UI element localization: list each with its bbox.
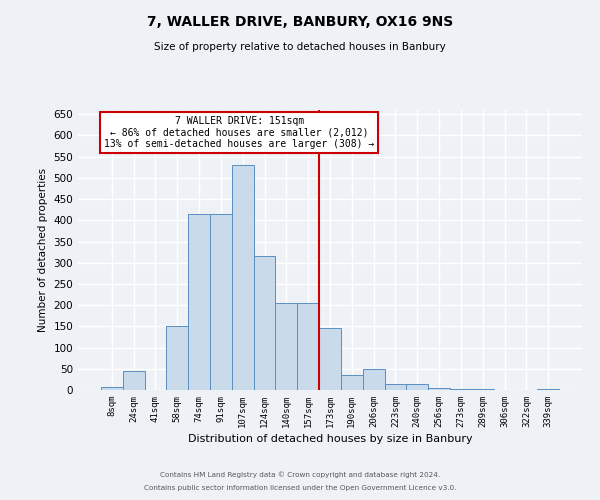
Bar (123, 371, 145, 390)
Text: Contains public sector information licensed under the Open Government Licence v3: Contains public sector information licen… (144, 485, 456, 491)
Bar (101, 386, 123, 390)
Y-axis label: Number of detached properties: Number of detached properties (38, 168, 48, 332)
X-axis label: Distribution of detached houses by size in Banbury: Distribution of detached houses by size … (188, 434, 472, 444)
Bar (319, 328, 341, 390)
Bar (341, 375, 363, 390)
Bar (297, 303, 319, 390)
Text: Contains HM Land Registry data © Crown copyright and database right 2024.: Contains HM Land Registry data © Crown c… (160, 471, 440, 478)
Text: Size of property relative to detached houses in Banbury: Size of property relative to detached ho… (154, 42, 446, 52)
Bar (428, 388, 450, 390)
Bar (254, 256, 275, 390)
Text: 7, WALLER DRIVE, BANBURY, OX16 9NS: 7, WALLER DRIVE, BANBURY, OX16 9NS (147, 15, 453, 29)
Bar (275, 303, 297, 390)
Bar (188, 214, 210, 390)
Text: 7 WALLER DRIVE: 151sqm
← 86% of detached houses are smaller (2,012)
13% of semi-: 7 WALLER DRIVE: 151sqm ← 86% of detached… (104, 116, 374, 149)
Bar (385, 384, 406, 390)
Bar (210, 214, 232, 390)
Bar (232, 165, 254, 390)
Bar (406, 384, 428, 390)
Bar (363, 369, 385, 390)
Bar (537, 389, 559, 390)
Bar (450, 388, 472, 390)
Bar (166, 326, 188, 390)
Bar (472, 389, 494, 390)
